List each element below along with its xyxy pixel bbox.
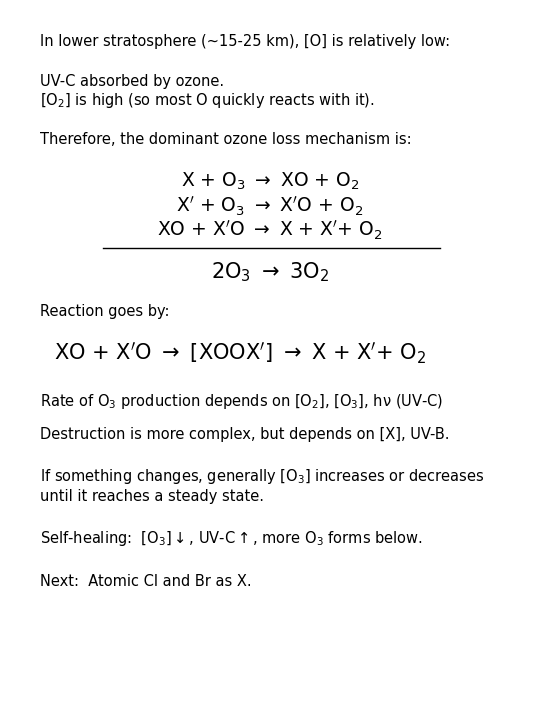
Text: Next:  Atomic Cl and Br as X.: Next: Atomic Cl and Br as X. bbox=[40, 574, 252, 588]
Text: [O$_2$] is high (so most O quickly reacts with it).: [O$_2$] is high (so most O quickly react… bbox=[40, 91, 375, 109]
Text: Self-healing:  [O$_3$]$\downarrow$, UV-C$\uparrow$, more O$_3$ forms below.: Self-healing: [O$_3$]$\downarrow$, UV-C$… bbox=[40, 529, 423, 548]
Text: In lower stratosphere (~15-25 km), [O] is relatively low:: In lower stratosphere (~15-25 km), [O] i… bbox=[40, 35, 450, 49]
Text: If something changes, generally [O$_3$] increases or decreases: If something changes, generally [O$_3$] … bbox=[40, 467, 485, 486]
Text: Reaction goes by:: Reaction goes by: bbox=[40, 304, 170, 318]
Text: until it reaches a steady state.: until it reaches a steady state. bbox=[40, 490, 265, 504]
Text: XO + X$'$O $\rightarrow$ X + X$'$+ O$_2$: XO + X$'$O $\rightarrow$ X + X$'$+ O$_2$ bbox=[157, 219, 383, 242]
Text: Destruction is more complex, but depends on [X], UV-B.: Destruction is more complex, but depends… bbox=[40, 427, 450, 441]
Text: 2O$_3$ $\rightarrow$ 3O$_2$: 2O$_3$ $\rightarrow$ 3O$_2$ bbox=[211, 261, 329, 284]
Text: X + O$_3$ $\rightarrow$ XO + O$_2$: X + O$_3$ $\rightarrow$ XO + O$_2$ bbox=[181, 171, 359, 192]
Text: X$'$ + O$_3$ $\rightarrow$ X$'$O + O$_2$: X$'$ + O$_3$ $\rightarrow$ X$'$O + O$_2$ bbox=[177, 194, 363, 217]
Text: Therefore, the dominant ozone loss mechanism is:: Therefore, the dominant ozone loss mecha… bbox=[40, 132, 412, 147]
Text: Rate of O$_3$ production depends on [O$_2$], [O$_3$], hν (UV-C): Rate of O$_3$ production depends on [O$_… bbox=[40, 392, 444, 410]
Text: XO + X$'$O $\rightarrow$ [XOOX$'$] $\rightarrow$ X + X$'$+ O$_2$: XO + X$'$O $\rightarrow$ [XOOX$'$] $\rig… bbox=[54, 340, 426, 366]
Text: UV-C absorbed by ozone.: UV-C absorbed by ozone. bbox=[40, 74, 225, 89]
